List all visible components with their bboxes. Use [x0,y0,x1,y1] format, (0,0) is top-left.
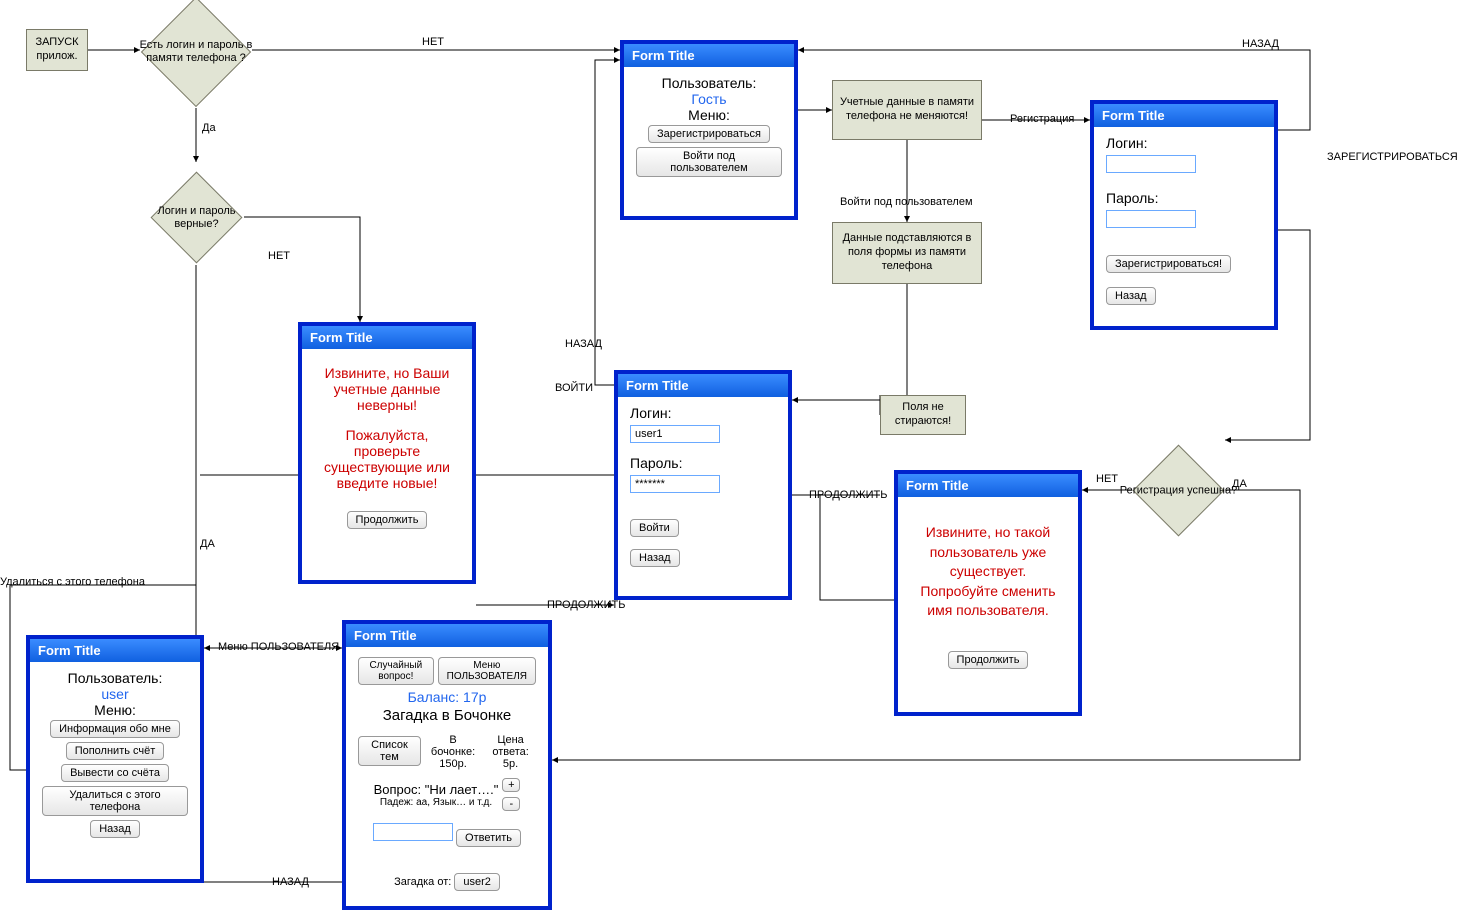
keg-value: 150р. [431,758,475,770]
reg-pass-label: Пароль: [1106,190,1262,206]
form-guest: Form Title Пользователь: Гость Меню: Зар… [620,40,798,220]
start-box: ЗАПУСК прилож. [26,29,88,71]
login-input[interactable]: user1 [630,425,720,443]
decision-valid: Логин и пароль верные? [151,172,243,264]
continue-button[interactable]: Продолжить [347,511,428,529]
menu-label: Меню: [636,107,782,123]
user-value: user [42,686,188,702]
note-fill-form-text: Данные подставляются в поля формы из пам… [839,232,975,273]
lbl-login-enter: ВОЙТИ [555,382,593,394]
form-guest-title: Form Title [624,44,794,67]
note-mem-keep-text: Учетные данные в памяти телефона не меня… [839,96,975,124]
author-button[interactable]: user2 [454,873,500,891]
answer-button[interactable]: Ответить [456,829,521,847]
pass-input[interactable]: ******* [630,475,720,493]
note-mem-keep: Учетные данные в памяти телефона не меня… [832,80,982,140]
lbl-err-continue: ПРОДОЛЖИТЬ [547,599,625,611]
user-label: Пользователь: [42,670,188,686]
question-label: Вопрос: "Ни лает…." [374,782,499,797]
random-q-button[interactable]: Случайный вопрос! [358,657,434,685]
note-keep-fields: Поля не стираются! [880,395,966,435]
lbl-valid-no: НЕТ [268,250,290,262]
register-submit-button[interactable]: Зарегистрироваться! [1106,255,1231,273]
topup-button[interactable]: Пополнить счёт [66,742,165,760]
reg-login-label: Логин: [1106,135,1262,151]
err-line2: Пожалуйста, проверьте существующие или в… [314,427,460,491]
answer-input[interactable] [373,823,453,841]
lbl-reg-yes: ДА [1232,478,1247,490]
register-button[interactable]: Зарегистрироваться [648,125,770,143]
balance: Баланс: 17р [358,689,536,705]
login-as-user-button[interactable]: Войти под пользователем [636,147,782,177]
form-login-title: Form Title [618,374,788,397]
delete-phone-button[interactable]: Удалиться с этого телефона [42,786,188,816]
err-line1: Извините, но Ваши учетные данные неверны… [314,365,460,413]
user-label: Пользователь: [636,75,782,91]
back-button[interactable]: Назад [1106,287,1156,305]
back-button[interactable]: Назад [90,820,140,838]
plus-button[interactable]: + [502,778,520,792]
start-box-text: ЗАПУСК прилож. [33,36,81,64]
note-fill-form: Данные подставляются в поля формы из пам… [832,222,982,284]
keg-label: В бочонке: [431,734,475,758]
form-game: Form Title Случайный вопрос! Меню ПОЛЬЗО… [342,620,552,910]
pass-label: Пароль: [630,455,776,471]
withdraw-button[interactable]: Вывести со счёта [61,764,169,782]
menu-label: Меню: [42,702,188,718]
game-title: Загадка в Бочонке [358,707,536,724]
reg-pass-input[interactable] [1106,210,1196,228]
lbl-to-register: Регистрация [1010,113,1074,125]
user-menu-button[interactable]: Меню ПОЛЬЗОВАТЕЛЯ [438,657,536,685]
price-label: Цена ответа: [485,734,536,758]
lbl-exists-cont: ПРОДОЛЖИТЬ [809,489,887,501]
form-register: Form Title Логин: Пароль: Зарегистрирова… [1090,100,1278,330]
exists-msg: Извините, но такой пользователь уже суще… [910,523,1066,621]
lbl-game-back: НАЗАД [272,876,309,888]
topics-button[interactable]: Список тем [358,736,421,766]
lbl-mem-yes: Да [202,122,216,134]
hint-label: Падеж: аа, Язык… и т.д. [374,797,499,808]
reg-login-input[interactable] [1106,155,1196,173]
info-button[interactable]: Информация обо мне [50,720,180,738]
form-user-menu: Form Title Пользователь: user Меню: Инфо… [26,635,204,883]
login-label: Логин: [630,405,776,421]
user-value: Гость [636,91,782,107]
form-exists-title: Form Title [898,474,1078,497]
decision-reg-ok: Регистрация успешна? [1133,445,1225,537]
form-register-title: Form Title [1094,104,1274,127]
flowchart-canvas: ЗАПУСК прилож. Учетные данные в памяти т… [0,0,1472,911]
lbl-reg-no: НЕТ [1096,473,1118,485]
lbl-delete-phone: Удалиться с этого телефона [0,576,145,588]
back-button[interactable]: Назад [630,549,680,567]
form-login: Form Title Логин: user1 Пароль: ******* … [614,370,792,600]
lbl-guest-login-as: Войти под пользователем [840,196,973,208]
lbl-register-btn: ЗАРЕГИСТРИРОВАТЬСЯ [1327,151,1458,163]
form-user-title: Form Title [30,639,200,662]
minus-button[interactable]: - [502,797,520,811]
lbl-guest-back: НАЗАД [1242,38,1279,50]
note-keep-fields-text: Поля не стираются! [887,401,959,429]
lbl-login-back: НАЗАД [565,338,602,350]
lbl-mem-no: НЕТ [422,36,444,48]
form-user-exists: Form Title Извините, но такой пользовате… [894,470,1082,716]
from-label: Загадка от: [394,876,451,888]
form-game-title: Form Title [346,624,548,647]
lbl-valid-yes: ДА [200,538,215,550]
price-value: 5р. [485,758,536,770]
enter-button[interactable]: Войти [630,519,679,537]
form-error-title: Form Title [302,326,472,349]
decision-memory: Есть логин и пароль в памяти телефона ? [141,0,251,107]
continue-button[interactable]: Продолжить [948,651,1029,669]
form-error-invalid: Form Title Извините, но Ваши учетные дан… [298,322,476,584]
lbl-game-usr-menu: Меню ПОЛЬЗОВАТЕЛЯ [218,641,339,653]
